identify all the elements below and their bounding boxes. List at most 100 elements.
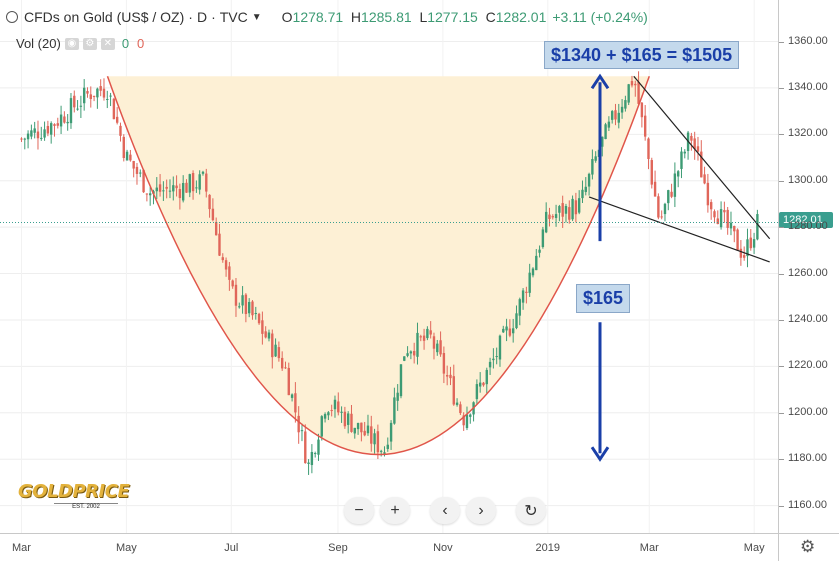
price-axis[interactable]: 1282.01 1360.00 1340.00 1320.00 1300.00 1280… bbox=[778, 0, 839, 533]
wedge-lower-line bbox=[588, 196, 770, 263]
candle-body bbox=[700, 151, 703, 178]
cup-fill bbox=[107, 76, 650, 455]
candle-body bbox=[383, 452, 386, 454]
candle-body bbox=[40, 137, 43, 139]
candle-body bbox=[343, 411, 347, 427]
x-tick-label: May bbox=[743, 542, 765, 554]
scroll-forward-button[interactable]: › bbox=[466, 497, 496, 524]
y-tick-mark bbox=[779, 319, 784, 321]
candle-body bbox=[676, 171, 680, 177]
price-chart[interactable] bbox=[0, 0, 778, 533]
candle-body bbox=[462, 415, 465, 426]
y-tick-label: 1160.00 bbox=[788, 498, 827, 511]
time-axis[interactable]: Mar May Jul Sep Nov 2019 Mar May bbox=[0, 533, 778, 561]
y-tick-mark bbox=[779, 505, 784, 507]
settings-icon[interactable]: ⚙ bbox=[82, 37, 97, 50]
candle-body bbox=[366, 425, 370, 434]
candle-body bbox=[406, 353, 409, 356]
candle-body bbox=[79, 105, 83, 107]
volume-value-down: 0 bbox=[137, 36, 145, 51]
candle-body bbox=[581, 189, 584, 199]
candle-body bbox=[511, 328, 515, 334]
candle-body bbox=[449, 374, 452, 379]
candle-body bbox=[498, 335, 502, 360]
candle-body bbox=[419, 336, 422, 338]
zoom-in-button[interactable]: + bbox=[380, 497, 410, 524]
candle-body bbox=[86, 91, 89, 94]
candle-body bbox=[393, 397, 396, 424]
candle-body bbox=[521, 290, 525, 303]
candle-body bbox=[416, 332, 419, 357]
volume-label[interactable]: Vol (20) bbox=[16, 36, 61, 51]
scroll-back-button[interactable]: ‹ bbox=[430, 497, 460, 524]
candle-body bbox=[304, 431, 307, 464]
candle-body bbox=[73, 95, 76, 108]
chart-legend: CFDs on Gold (US$ / OZ) · D · TVC ▼ O127… bbox=[6, 9, 648, 25]
candle-body bbox=[125, 151, 129, 161]
candle-body bbox=[277, 347, 281, 359]
candle-body bbox=[617, 112, 620, 123]
candle-body bbox=[696, 146, 700, 152]
candle-body bbox=[82, 87, 86, 104]
candle-body bbox=[353, 427, 356, 434]
candle-body bbox=[752, 239, 756, 248]
logo-word: GOLDPRICE bbox=[18, 481, 130, 502]
candle-body bbox=[426, 328, 429, 339]
y-tick-label: 1200.00 bbox=[788, 405, 828, 418]
symbol-name[interactable]: CFDs on Gold (US$ / OZ) bbox=[24, 9, 185, 25]
candle-body bbox=[172, 185, 175, 192]
candle-body bbox=[148, 193, 152, 196]
last-price-tag: 1282.01 bbox=[779, 212, 833, 228]
candle-body bbox=[591, 159, 594, 175]
candle-body bbox=[191, 173, 195, 192]
candle-body bbox=[643, 115, 647, 137]
close-icon[interactable]: ✕ bbox=[100, 37, 115, 50]
candle-body bbox=[587, 173, 591, 187]
candle-body bbox=[683, 151, 686, 154]
interval-label: D bbox=[196, 9, 208, 25]
chart-plot-area[interactable] bbox=[0, 0, 778, 533]
candle-body bbox=[139, 172, 142, 174]
candle-body bbox=[224, 260, 228, 270]
candle-body bbox=[637, 81, 640, 104]
zoom-controls: − + bbox=[344, 497, 410, 524]
reset-chart-button[interactable]: ↻ bbox=[516, 497, 546, 524]
candle-body bbox=[350, 413, 353, 432]
collapse-icon[interactable] bbox=[6, 11, 18, 23]
reset-controls: ↻ bbox=[516, 497, 546, 524]
candle-body bbox=[99, 86, 102, 91]
candle-body bbox=[469, 414, 472, 417]
candle-body bbox=[340, 411, 343, 413]
candle-body bbox=[102, 88, 106, 98]
candle-body bbox=[178, 189, 182, 199]
y-tick-label: 1340.00 bbox=[788, 80, 828, 93]
candle-body bbox=[624, 100, 627, 109]
candle-body bbox=[132, 160, 135, 169]
candle-body bbox=[119, 125, 122, 136]
logo-est: EST. 2002 bbox=[54, 503, 118, 510]
y-tick-mark bbox=[779, 87, 784, 89]
y-tick-label: 1180.00 bbox=[788, 452, 827, 465]
arrow-head-down bbox=[590, 446, 610, 462]
candle-body bbox=[300, 430, 304, 432]
candle-body bbox=[92, 95, 96, 97]
candle-body bbox=[693, 138, 696, 149]
candle-body bbox=[412, 350, 416, 356]
candle-body bbox=[739, 248, 743, 258]
candle-body bbox=[541, 229, 545, 248]
zoom-out-button[interactable]: − bbox=[344, 497, 374, 524]
candle-body bbox=[614, 110, 617, 120]
candle-body bbox=[241, 295, 244, 306]
candle-body bbox=[742, 255, 746, 258]
eye-icon[interactable]: ◉ bbox=[64, 37, 79, 50]
chevron-down-icon[interactable]: ▼ bbox=[251, 11, 262, 23]
candle-body bbox=[218, 233, 221, 256]
candle-body bbox=[162, 190, 165, 192]
y-tick-mark bbox=[779, 459, 784, 461]
candle-body bbox=[548, 214, 551, 220]
gear-icon[interactable]: ⚙ bbox=[800, 537, 816, 556]
candle-body bbox=[436, 343, 439, 353]
candle-body bbox=[63, 116, 66, 123]
candle-body bbox=[290, 394, 294, 398]
candle-body bbox=[439, 340, 442, 355]
